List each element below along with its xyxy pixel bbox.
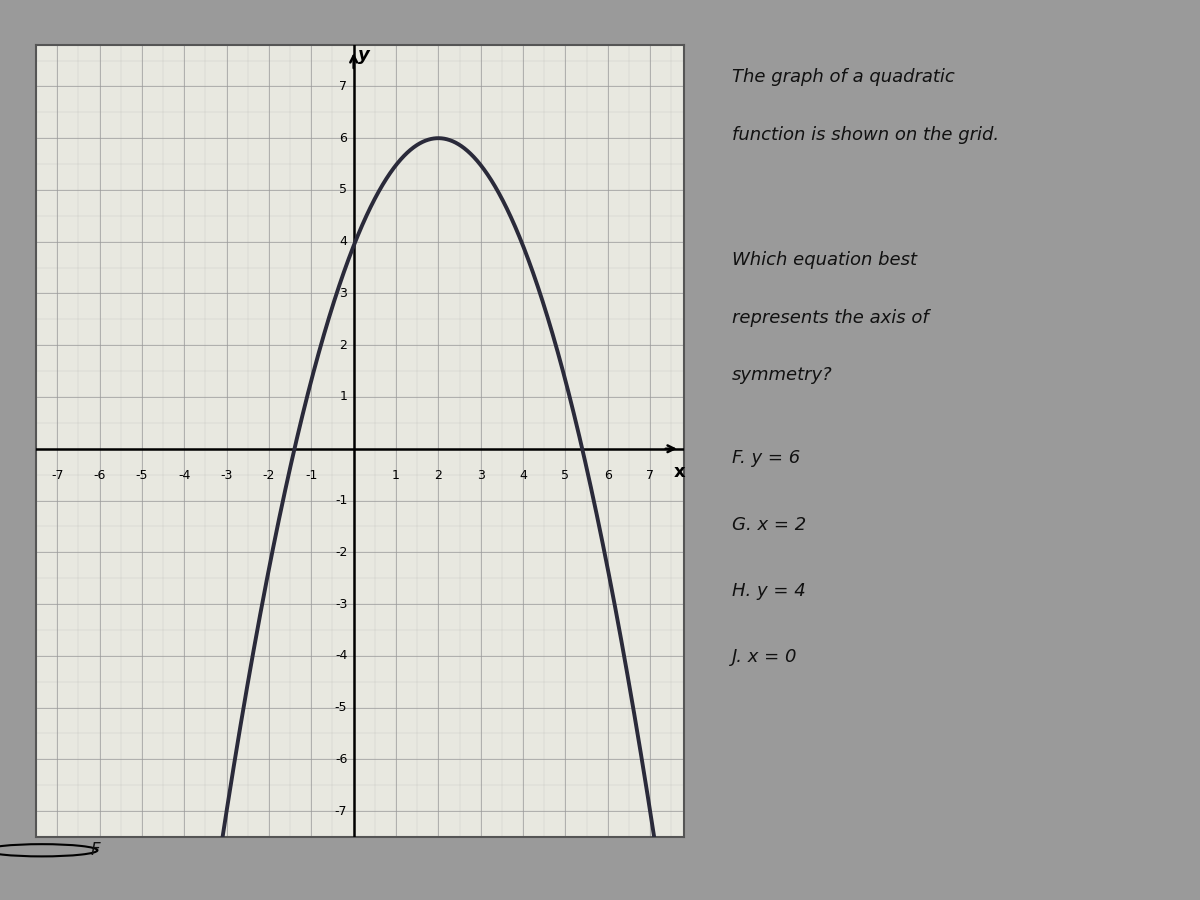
Text: Which equation best: Which equation best xyxy=(732,250,917,268)
Text: J. x = 0: J. x = 0 xyxy=(732,648,798,666)
Text: 1: 1 xyxy=(392,470,400,482)
Text: -6: -6 xyxy=(94,470,106,482)
Text: 1: 1 xyxy=(340,391,347,403)
Text: F: F xyxy=(90,842,100,859)
Text: -4: -4 xyxy=(335,649,347,662)
Text: -3: -3 xyxy=(221,470,233,482)
Text: -7: -7 xyxy=(50,470,64,482)
Text: -7: -7 xyxy=(335,805,347,817)
Text: 5: 5 xyxy=(340,184,347,196)
Text: 6: 6 xyxy=(340,131,347,145)
Text: symmetry?: symmetry? xyxy=(732,366,833,384)
Text: F. y = 6: F. y = 6 xyxy=(732,449,800,467)
Text: -5: -5 xyxy=(335,701,347,714)
Text: y: y xyxy=(359,47,370,65)
Text: 2: 2 xyxy=(340,338,347,352)
Text: G. x = 2: G. x = 2 xyxy=(732,516,806,534)
Text: The graph of a quadratic: The graph of a quadratic xyxy=(732,68,955,86)
Text: H. y = 4: H. y = 4 xyxy=(732,581,805,599)
Text: 3: 3 xyxy=(476,470,485,482)
Text: 3: 3 xyxy=(340,287,347,300)
Text: 4: 4 xyxy=(520,470,527,482)
Text: -3: -3 xyxy=(335,598,347,610)
Text: -5: -5 xyxy=(136,470,148,482)
Text: -2: -2 xyxy=(263,470,275,482)
Text: 4: 4 xyxy=(340,235,347,248)
Text: 2: 2 xyxy=(434,470,443,482)
Text: 6: 6 xyxy=(604,470,612,482)
Text: -1: -1 xyxy=(335,494,347,507)
Text: 7: 7 xyxy=(340,80,347,93)
Text: function is shown on the grid.: function is shown on the grid. xyxy=(732,126,1000,144)
Text: -1: -1 xyxy=(305,470,318,482)
Text: represents the axis of: represents the axis of xyxy=(732,309,929,327)
Text: x: x xyxy=(674,464,685,482)
Text: -6: -6 xyxy=(335,753,347,766)
Text: 7: 7 xyxy=(646,470,654,482)
Text: -2: -2 xyxy=(335,545,347,559)
Text: -4: -4 xyxy=(178,470,191,482)
Text: 5: 5 xyxy=(562,470,570,482)
